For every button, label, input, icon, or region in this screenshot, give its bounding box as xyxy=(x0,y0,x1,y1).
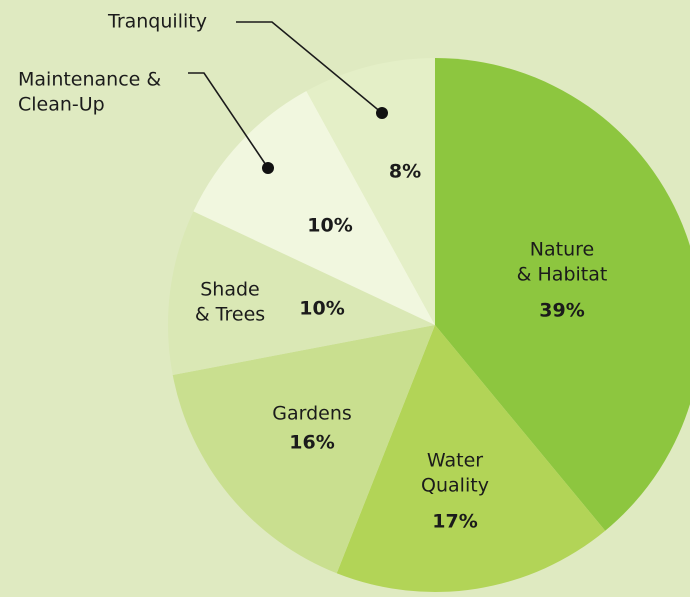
value-label: 8% xyxy=(388,160,422,183)
category-label: Tranquility xyxy=(108,10,207,33)
category-label: Nature & Habitat xyxy=(516,238,608,285)
leader-line xyxy=(188,72,269,169)
category-label: Water Quality xyxy=(421,449,489,496)
leader-line xyxy=(236,21,383,114)
category-label: Gardens xyxy=(272,402,352,425)
value-label: 16% xyxy=(289,431,335,454)
pie-slice xyxy=(172,325,435,574)
leader-dot xyxy=(376,107,388,119)
pie-slice xyxy=(336,325,606,592)
pie-slice xyxy=(168,211,436,376)
value-label: 10% xyxy=(299,297,345,320)
leader-dot xyxy=(262,162,274,174)
value-label: 39% xyxy=(539,299,585,322)
category-label: Maintenance & Clean-Up xyxy=(18,68,162,115)
value-label: 10% xyxy=(307,214,353,237)
pie-slice xyxy=(193,91,435,325)
value-label: 17% xyxy=(432,510,478,533)
category-label: Shade & Trees xyxy=(194,278,266,325)
pie-slice xyxy=(435,58,690,531)
pie-slice xyxy=(306,57,435,325)
